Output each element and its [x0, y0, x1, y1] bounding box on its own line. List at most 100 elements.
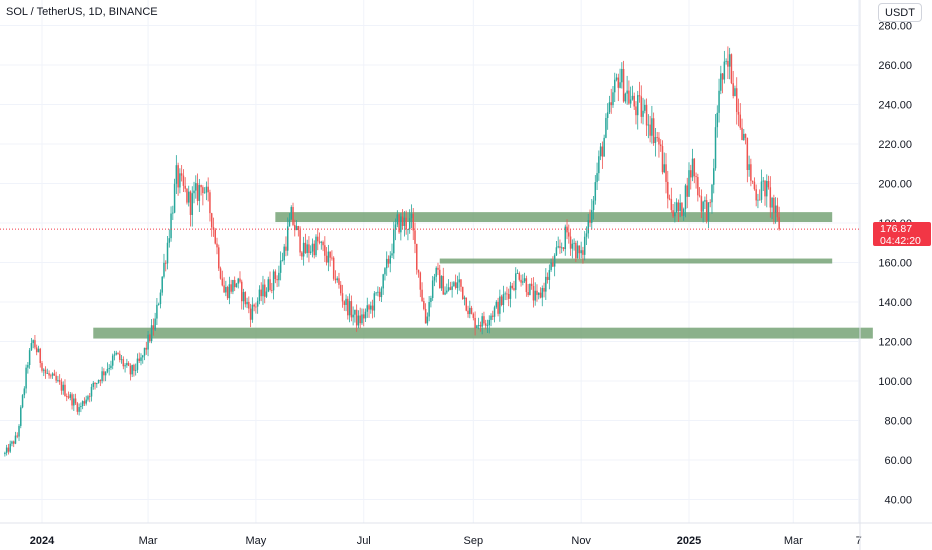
candle-body [663, 164, 666, 173]
candle-body [276, 279, 278, 281]
candle-body [596, 173, 598, 183]
candle-body [11, 441, 13, 444]
candle-body [695, 176, 697, 178]
candle-body [568, 232, 570, 237]
candle-body [37, 348, 40, 353]
candle-body [767, 180, 770, 188]
candle-body [610, 102, 612, 106]
candle-body [78, 407, 80, 412]
candle-body [714, 127, 717, 169]
candle-body [143, 347, 146, 356]
candle-body [302, 242, 305, 257]
candle-body [698, 195, 701, 197]
candle-body [433, 276, 436, 281]
candle-body [258, 289, 261, 301]
candle-body [525, 278, 528, 293]
candle-body [486, 325, 489, 327]
candle-body [430, 297, 432, 302]
candle-body [522, 281, 524, 283]
y-tick-label: 200.00 [878, 179, 912, 191]
candle-body [92, 382, 95, 387]
candle-body [361, 314, 363, 324]
candle-body [682, 209, 685, 216]
candle-body [732, 83, 734, 96]
candle-body [557, 246, 559, 248]
bar-countdown: 04:42:20 [880, 235, 921, 247]
candle-body [750, 164, 752, 181]
candle-body [739, 114, 742, 128]
candle-body [94, 382, 96, 385]
candle-body [90, 386, 93, 397]
candle-body [290, 207, 293, 220]
y-tick-label: 80.00 [884, 416, 912, 428]
candle-body [458, 279, 460, 283]
candle-body [633, 95, 635, 107]
candle-body [294, 224, 296, 231]
candle-body [716, 112, 719, 128]
symbol-title[interactable]: SOL / TetherUS, 1D, BINANCE [6, 6, 158, 18]
x-tick-label: 2025 [677, 535, 701, 547]
candle-body [507, 294, 510, 299]
candle-body [187, 191, 190, 203]
candle-body [573, 242, 575, 244]
candle-body [629, 99, 632, 104]
x-tick-label: 7 [856, 535, 862, 547]
candle-body [129, 365, 132, 375]
candle-body [483, 316, 485, 324]
candle-body [99, 380, 102, 382]
candle-body [43, 369, 45, 371]
candle-body [108, 368, 110, 369]
candle-body [235, 283, 238, 288]
candle-body [368, 305, 370, 310]
candle-body [644, 104, 646, 111]
candle-body [51, 373, 54, 376]
candle-body [297, 225, 300, 231]
candle-body [117, 352, 119, 354]
candle-body [113, 354, 116, 356]
candle-body [375, 292, 377, 294]
candle-body [119, 353, 121, 360]
candle-body [628, 90, 630, 104]
candle-body [175, 165, 178, 184]
candle-body [626, 90, 628, 94]
candle-body [142, 355, 144, 358]
candle-body [659, 144, 662, 147]
candle-body [518, 273, 521, 280]
candle-body [709, 202, 711, 204]
candle-body [592, 200, 595, 211]
candle-body [371, 305, 374, 311]
candle-body [288, 219, 291, 227]
candle-body [87, 396, 89, 400]
candle-body [246, 301, 248, 305]
candle-body [202, 187, 204, 193]
candle-body [617, 77, 620, 88]
candle-body [730, 54, 733, 84]
candle-body [447, 287, 450, 291]
candle-body [576, 245, 579, 259]
candle-body [228, 284, 231, 299]
candle-body [654, 137, 657, 144]
candle-body [416, 243, 418, 270]
candle-body [513, 288, 515, 290]
candle-body [721, 73, 724, 80]
candle-body [212, 227, 215, 230]
candle-body [301, 252, 303, 257]
candle-body [357, 315, 360, 326]
candle-body [651, 118, 653, 136]
candle-body [421, 289, 423, 302]
candle-body [484, 323, 487, 326]
currency-selector[interactable]: USDT [878, 3, 922, 22]
candle-body [324, 245, 326, 256]
candle-body [345, 298, 347, 305]
candle-body [492, 315, 494, 317]
candle-body [218, 247, 220, 269]
candle-body [325, 255, 328, 263]
candle-body [638, 95, 641, 97]
candle-body [166, 242, 169, 264]
candle-body [725, 60, 727, 62]
candle-body [260, 289, 262, 297]
candle-body [378, 291, 381, 298]
candle-body [697, 177, 699, 196]
